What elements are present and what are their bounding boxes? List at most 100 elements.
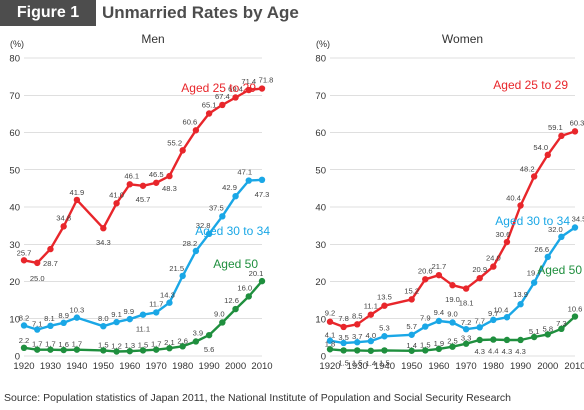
women-series-green-data-label: 1.4 [366, 359, 377, 368]
women-series-green-data-label: 4.3 [502, 347, 513, 356]
women-series-blue-data-label: 32.0 [548, 225, 563, 234]
men-series-blue-point [47, 322, 54, 330]
men-series-green-point [100, 347, 107, 354]
men-xtick-label: 1940 [66, 361, 87, 372]
women-series-green-data-label: 2.5 [447, 337, 458, 346]
women-series-blue-point [517, 301, 524, 308]
men-series-red-data-label: 65.1 [202, 101, 217, 110]
men-series-red-point [100, 225, 107, 232]
women-ytick-label: 50 [315, 165, 326, 176]
women-series-green-data-label: 5.1 [529, 327, 540, 336]
men-ytick-label: 80 [9, 54, 20, 65]
women-series-green-point [435, 345, 443, 353]
men-series-green-point [245, 293, 252, 300]
men-series-red-data-label: 41.0 [109, 190, 124, 199]
men-series-red-data-label: 67.4 [215, 92, 230, 101]
men-series-blue-data-label: 28.2 [182, 239, 197, 248]
women-series-green-point [558, 325, 565, 333]
women-series-red-data-label: 20.6 [418, 266, 433, 275]
women-series-green-point [449, 343, 456, 350]
men-series-red-point [245, 86, 252, 94]
men-series-blue-point [113, 318, 120, 326]
men-series-green-data-label: 1.7 [151, 340, 162, 349]
women-series-blue-point [422, 323, 429, 330]
women-series-red-point [544, 151, 551, 159]
women-xtick-label: 2000 [537, 361, 558, 372]
men-series-green-data-label: 9.0 [214, 309, 225, 318]
men-series-blue-data-label: 8.0 [98, 314, 109, 323]
men-series-blue-point [60, 319, 67, 327]
men-series-red-data-label: 34.8 [56, 213, 71, 222]
men-series-green-point [192, 338, 200, 345]
women-series-green-data-label: 1.8 [325, 339, 336, 348]
men-chart-title: Men [141, 32, 164, 46]
women-series-blue-point [449, 319, 456, 326]
men-series-blue-point [232, 192, 239, 200]
women-series-green-data-label: 1.9 [434, 339, 445, 348]
men-ytick-label: 0 [15, 352, 20, 363]
women-ytick-label: 70 [315, 91, 326, 102]
men-series-blue-data-label: 9.9 [123, 307, 134, 316]
women-series-green-point [381, 347, 388, 354]
women-series-blue-point [530, 279, 538, 286]
women-ytick-label: 30 [315, 240, 326, 251]
women-series-green-data-label: 4.4 [488, 347, 499, 356]
women-series-blue-point [381, 333, 388, 340]
men-series-blue-point [219, 213, 226, 220]
men-series-red-data-label: 25.7 [17, 248, 32, 257]
men-series-blue-data-label: 8.1 [44, 314, 55, 323]
men-series-green-point [34, 346, 41, 353]
women-series-red-data-label: 60.3 [570, 118, 584, 127]
men-series-green-point [205, 331, 213, 339]
men-series-red-data-label: 48.3 [162, 184, 177, 193]
men-series-green-data-label: 12.6 [224, 296, 239, 305]
women-xtick-label: 1940 [374, 361, 395, 372]
men-series-green-point [60, 346, 67, 354]
women-series-red-data-label: 24.0 [486, 254, 501, 263]
women-ytick-label: 0 [321, 352, 326, 363]
women-xtick-label: 1950 [401, 361, 422, 372]
women-series-red-point [517, 202, 524, 209]
women-series-red-point [435, 271, 443, 279]
men-series-red-data-label: 28.7 [43, 259, 58, 268]
men-series-green-point [113, 348, 120, 355]
men-series-blue-data-label: 11.7 [149, 299, 163, 308]
men-ylabel: (%) [10, 39, 24, 49]
women-series-blue-data-label: 4.1 [325, 331, 336, 340]
women-series-red-point [340, 323, 347, 331]
men-series-blue-data-label: 42.9 [222, 183, 237, 192]
women-series-red-data-label: 20.9 [472, 265, 487, 274]
women-ytick-label: 60 [315, 128, 326, 139]
women-series-blue-point [462, 325, 470, 333]
women-series-red-point [490, 263, 497, 270]
men-series-blue-point [100, 323, 107, 330]
women-series-blue-point [408, 331, 415, 338]
men-series-green-data-label: 1.7 [32, 340, 43, 349]
men-series-green-point [232, 305, 239, 313]
men-series-red-point [139, 182, 147, 189]
men-series-blue-point [73, 314, 81, 321]
women-series-blue-data-label: 4.0 [366, 331, 377, 340]
men-series-red-point [166, 172, 173, 180]
figure-label: Figure 1 [0, 0, 96, 26]
women-series-blue-data-label: 9.0 [447, 309, 458, 318]
women-series-blue-point [367, 337, 375, 345]
women-xtick-label: 2010 [564, 361, 584, 372]
men-ytick-label: 40 [9, 203, 20, 214]
men-series-red-point [179, 147, 186, 154]
men-series-blue-point [205, 230, 213, 238]
women-series-red-point [571, 128, 579, 135]
women-series-blue-data-label: 10.4 [494, 305, 509, 314]
men-series-red-data-label: 25.0 [30, 274, 45, 283]
men-series-blue-data-label: 32.8 [196, 221, 211, 230]
men-series-blue-data-label: 7.1 [32, 320, 43, 329]
women-series-red-data-label: 48.2 [520, 164, 535, 173]
women-series-green-legend-label: Aged 50 [537, 263, 582, 277]
men-ytick-label: 10 [9, 314, 20, 325]
men-series-blue-point [166, 299, 173, 306]
men-series-red-point [113, 200, 120, 207]
men-series-red-point [205, 110, 213, 117]
women-series-blue-legend-label: Aged 30 to 34 [495, 214, 570, 228]
men-series-green-point [219, 319, 226, 326]
men-series-red-point [192, 127, 200, 134]
